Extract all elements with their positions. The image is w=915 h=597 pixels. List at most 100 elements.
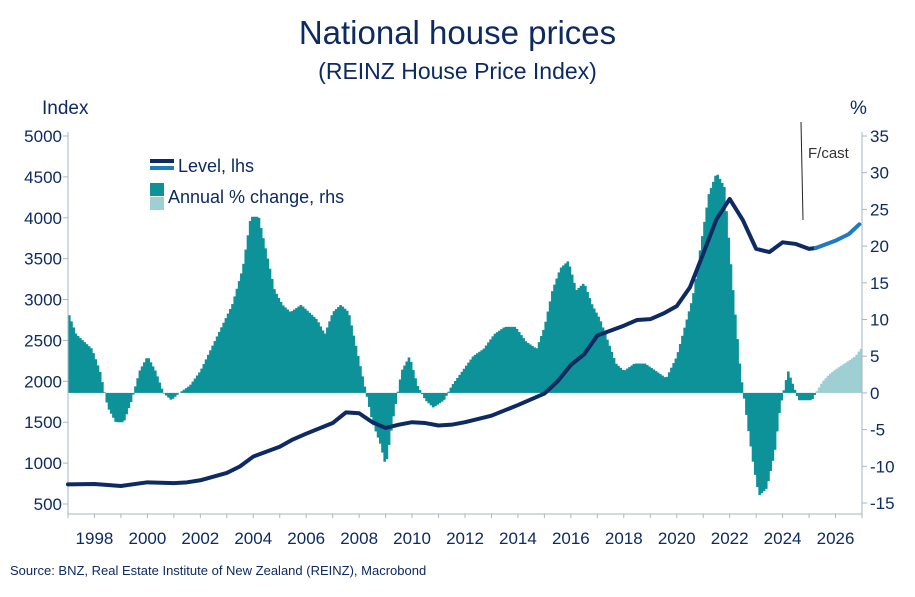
change-bar: [376, 392, 380, 438]
change-bar: [445, 392, 448, 396]
change-bar: [114, 392, 117, 422]
change-bar: [581, 283, 585, 393]
change-bar: [634, 363, 638, 393]
change-bar: [394, 392, 398, 404]
legend-label-change: Annual % change, rhs: [168, 187, 344, 207]
change-bar: [211, 345, 214, 393]
change-bar: [645, 364, 649, 393]
change-bar: [623, 370, 627, 393]
change-bar: [467, 362, 470, 393]
change-bar: [200, 368, 203, 393]
x-tick-label: 2008: [340, 529, 378, 548]
change-bar: [811, 392, 814, 400]
change-bar: [434, 392, 437, 407]
y-right-tick-label: -15: [870, 494, 895, 513]
change-bar: [447, 391, 450, 393]
change-bar: [248, 221, 252, 393]
change-bar: [206, 354, 210, 393]
change-bar: [123, 392, 126, 421]
x-tick-label: 2026: [817, 529, 855, 548]
forecast-marker-group: F/cast: [800, 121, 850, 221]
change-bar: [546, 311, 550, 393]
change-bar: [531, 345, 534, 393]
change-bar: [160, 388, 164, 393]
change-bar: [745, 392, 748, 415]
change-bar: [626, 368, 629, 393]
change-bar: [167, 392, 170, 398]
change-bar: [584, 285, 587, 393]
change-bar: [665, 376, 669, 393]
change-bar: [74, 333, 78, 393]
change-bar: [780, 392, 783, 401]
forecast-divider-line: [800, 121, 804, 221]
change-bar: [297, 306, 300, 393]
change-bar: [696, 264, 700, 393]
y-right-tick-label: 20: [870, 237, 889, 256]
change-bar: [685, 319, 689, 393]
change-bar: [813, 392, 817, 395]
change-bar: [275, 293, 278, 393]
change-bar: [354, 345, 358, 393]
change-forecast-bar: [844, 362, 847, 393]
chart-subtitle: (REINZ House Price Index): [318, 58, 597, 84]
change-bar: [747, 392, 750, 432]
change-bar: [231, 304, 234, 393]
change-bar: [259, 227, 263, 393]
change-forecast-bar: [817, 387, 821, 393]
change-bar: [310, 314, 314, 393]
change-bar: [370, 392, 373, 418]
change-bar: [154, 370, 157, 393]
change-bar: [462, 368, 466, 393]
change-bar: [229, 308, 232, 393]
y-left-tick-label: 1000: [24, 454, 62, 473]
change-bar: [264, 248, 267, 393]
change-bar: [632, 364, 636, 393]
change-bar: [288, 311, 292, 393]
change-bar: [407, 357, 411, 393]
change-bar: [120, 392, 124, 423]
change-bar: [453, 380, 457, 393]
y-right-tick-label: 0: [870, 384, 879, 403]
change-bar: [90, 348, 93, 393]
change-bar: [643, 363, 647, 393]
change-bar: [484, 345, 488, 393]
change-forecast-bar: [859, 348, 863, 393]
x-tick-label: 2006: [287, 529, 325, 548]
change-bar: [610, 351, 614, 393]
change-bar: [460, 371, 464, 393]
change-bar: [491, 336, 495, 393]
change-bar: [392, 392, 395, 417]
change-bar: [81, 340, 84, 393]
change-bar: [592, 308, 596, 393]
change-bar: [687, 311, 691, 393]
y-left-tick-label: 4000: [24, 209, 62, 228]
change-bar: [337, 307, 340, 393]
change-bar: [760, 392, 764, 494]
change-bar: [420, 392, 424, 395]
change-bar: [438, 392, 442, 404]
change-bar: [751, 392, 755, 462]
level-line: [66, 196, 818, 489]
change-bar: [436, 392, 439, 405]
change-bar: [517, 332, 521, 393]
change-bar: [798, 392, 801, 401]
change-bar: [667, 372, 671, 393]
change-bar: [140, 366, 144, 393]
change-bar: [396, 391, 400, 393]
change-bar: [515, 328, 519, 393]
change-bar: [562, 265, 565, 393]
change-bar: [573, 282, 576, 393]
x-tick-label: 2020: [658, 529, 696, 548]
change-bar: [87, 346, 91, 393]
change-bar: [116, 392, 120, 423]
change-bar: [328, 321, 331, 393]
y-left-tick-label: 1500: [24, 413, 62, 432]
change-bar: [281, 305, 285, 393]
change-bar: [83, 342, 87, 393]
change-bar: [473, 354, 477, 393]
axes-group: 500 1000 1500 2000 2500 3000 3500 4000 4500 5000 -…: [24, 127, 894, 548]
change-bar: [449, 387, 453, 393]
change-bar: [718, 178, 722, 393]
y-left-tick-label: 3500: [24, 250, 62, 269]
change-bar: [676, 352, 680, 393]
